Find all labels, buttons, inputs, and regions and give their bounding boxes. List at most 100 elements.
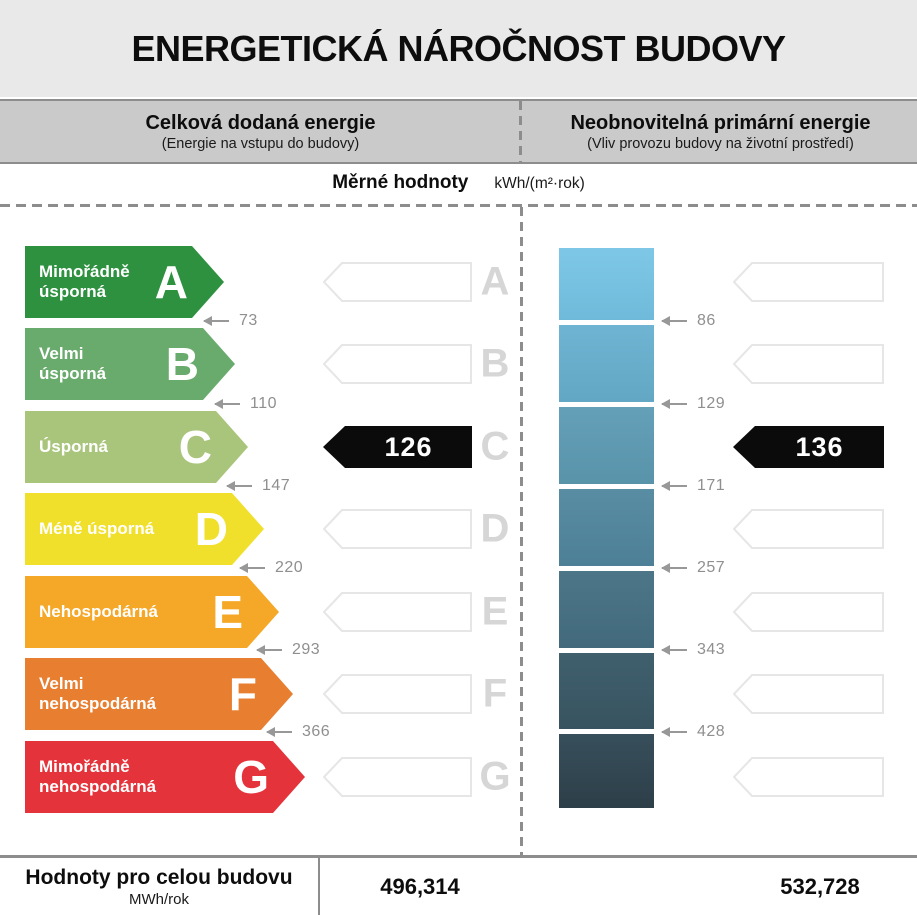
class-label-line: nehospodárná — [39, 777, 157, 796]
threshold-right-428: 428 — [661, 723, 726, 741]
footer-label: Hodnoty pro celou budovu — [25, 865, 293, 889]
grade-letter-g: G — [479, 754, 511, 799]
bar-segment-g — [559, 734, 654, 808]
threshold-value: 73 — [239, 312, 258, 329]
column-header-right: Neobnovitelná primární energie (Vliv pro… — [524, 101, 917, 162]
class-arrow-a: Mimořádně úsporná A — [25, 246, 224, 318]
center-divider-dashed — [520, 207, 523, 915]
grade-letter-d: D — [480, 506, 510, 551]
indicator-arrow-right-value: 136 — [795, 431, 844, 462]
class-letter-b: B — [165, 338, 199, 390]
class-label-g: Mimořádně nehospodárná — [39, 741, 156, 813]
threshold-right-343: 343 — [661, 641, 725, 659]
threshold-arrow-icon — [661, 481, 687, 491]
ghost-arrow-right-a — [733, 262, 884, 302]
units-label: Měrné hodnoty — [332, 172, 469, 193]
class-letter-c: C — [178, 421, 212, 473]
column-divider-dashed — [519, 101, 522, 162]
threshold-arrow-icon — [214, 399, 240, 409]
threshold-value: 366 — [302, 723, 331, 740]
class-label-f: Velmi nehospodárná — [39, 658, 156, 730]
class-arrow-d: Méně úsporná D — [25, 493, 264, 565]
column-header-left: Celková dodaná energie (Energie na vstup… — [0, 101, 521, 162]
indicator-arrow-right: 136 — [733, 426, 884, 468]
footer-divider-line — [318, 858, 320, 915]
ghost-arrow-right-f-shape — [733, 674, 884, 714]
threshold-arrow-icon — [661, 399, 687, 409]
class-label-line: Velmi — [39, 673, 84, 693]
ghost-arrow-left-d-shape — [323, 509, 472, 549]
class-label-line: úsporná — [39, 364, 107, 383]
threshold-left-73: 73 — [203, 312, 258, 330]
class-label-a: Mimořádně úsporná — [39, 246, 130, 318]
ghost-arrow-right-g-shape — [733, 757, 884, 797]
threshold-left-293: 293 — [256, 641, 321, 659]
bar-segment-c — [559, 407, 654, 484]
class-label-d: Méně úsporná — [39, 493, 154, 565]
footer-value-right: 532,728 — [780, 873, 860, 899]
ghost-arrow-left-b-shape — [323, 344, 472, 384]
ghost-arrow-right-b — [733, 344, 884, 384]
ghost-arrow-left-e — [323, 592, 472, 632]
bar-segment-a — [559, 248, 654, 320]
class-arrow-f: Velmi nehospodárná F — [25, 658, 293, 730]
ghost-arrow-right-g — [733, 757, 884, 797]
threshold-arrow-icon — [661, 645, 687, 655]
class-letter-f: F — [228, 668, 257, 720]
class-label-line: Mimořádně — [39, 756, 130, 776]
class-label-line: úsporná — [39, 282, 107, 301]
ghost-arrow-left-f-shape — [323, 674, 472, 714]
class-label-line: Méně úsporná — [39, 518, 155, 538]
column-title-right: Neobnovitelná primární energie — [570, 111, 871, 134]
ghost-arrow-right-d — [733, 509, 884, 549]
ghost-arrow-right-e — [733, 592, 884, 632]
ghost-arrow-left-a-shape — [323, 262, 472, 302]
indicator-arrow-left: 126 — [323, 426, 472, 468]
class-label-line: nehospodárná — [39, 694, 157, 713]
threshold-arrow-icon — [256, 645, 282, 655]
column-headers: Celková dodaná energie (Energie na vstup… — [0, 99, 917, 164]
threshold-arrow-icon — [661, 563, 687, 573]
threshold-value: 147 — [262, 477, 291, 494]
column-title-left: Celková dodaná energie — [145, 111, 376, 134]
footer: Hodnoty pro celou budovu MWh/rok 496,314… — [0, 855, 917, 915]
ghost-arrow-right-f — [733, 674, 884, 714]
ghost-arrow-right-a-shape — [733, 262, 884, 302]
chart-top-dashed-line — [0, 204, 917, 207]
class-letter-d: D — [194, 503, 228, 555]
threshold-value: 220 — [275, 559, 304, 576]
threshold-value: 428 — [697, 723, 726, 740]
threshold-right-257: 257 — [661, 559, 726, 577]
threshold-arrow-icon — [203, 316, 229, 326]
page-title: ENERGETICKÁ NÁROČNOST BUDOVY — [131, 27, 786, 69]
threshold-value: 293 — [292, 641, 321, 658]
class-label-line: Mimořádně — [39, 261, 130, 281]
bar-segment-b — [559, 325, 654, 402]
class-label-line: Nehospodárná — [39, 601, 159, 621]
footer-label-cell: Hodnoty pro celou budovu MWh/rok — [0, 858, 318, 915]
class-arrow-b: Velmi úsporná B — [25, 328, 235, 400]
class-letter-a: A — [154, 256, 188, 308]
ghost-arrow-left-g-shape — [323, 757, 472, 797]
threshold-value: 257 — [697, 559, 726, 576]
class-letter-g: G — [233, 751, 269, 803]
title-band: ENERGETICKÁ NÁROČNOST BUDOVY — [0, 0, 917, 97]
class-arrow-e: Nehospodárná E — [25, 576, 279, 648]
grade-letter-b: B — [480, 341, 510, 386]
bar-segment-d — [559, 489, 654, 566]
threshold-arrow-icon — [661, 727, 687, 737]
footer-unit: MWh/rok — [129, 890, 189, 908]
threshold-arrow-icon — [266, 727, 292, 737]
threshold-right-86: 86 — [661, 312, 716, 330]
ghost-arrow-right-b-shape — [733, 344, 884, 384]
threshold-right-129: 129 — [661, 395, 725, 413]
ghost-arrow-left-a — [323, 262, 472, 302]
grade-letter-c: C — [480, 424, 510, 469]
bar-segment-f — [559, 653, 654, 729]
units-unit: kWh/(m²·rok) — [494, 175, 585, 192]
threshold-value: 86 — [697, 312, 716, 329]
grade-letter-e: E — [481, 589, 509, 634]
threshold-value: 110 — [250, 395, 278, 412]
